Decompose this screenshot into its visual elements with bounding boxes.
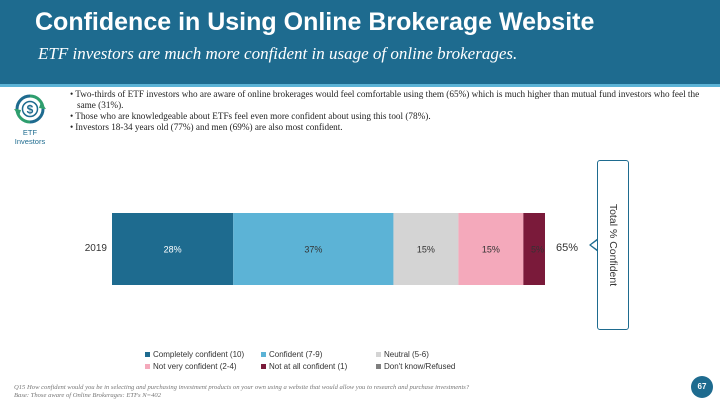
bar-segments: 28% 37% 15% 15% 5% bbox=[112, 213, 545, 285]
legend-swatch bbox=[261, 364, 266, 370]
total-confident-value: 65% bbox=[556, 242, 578, 254]
footnote: Q15 How confident would you be in select… bbox=[14, 384, 614, 400]
page-subtitle: ETF investors are much more confident in… bbox=[38, 44, 518, 63]
footnote-base: Base: Those aware of Online Brokerages: … bbox=[14, 392, 161, 399]
bar-data-label-2: 15% bbox=[417, 245, 435, 255]
legend-swatch bbox=[145, 364, 150, 370]
finding-bullet: Investors 18-34 years old (77%) and men … bbox=[70, 122, 710, 133]
legend-swatch bbox=[261, 352, 266, 358]
bar-segment-4 bbox=[523, 213, 545, 285]
total-callout-arrow-inner bbox=[591, 240, 598, 250]
total-confident-callout: Total % Confident bbox=[597, 160, 629, 330]
header-bar: Confidence in Using Online Brokerage Web… bbox=[0, 0, 720, 84]
bar-segment-0 bbox=[112, 213, 234, 285]
page-number-badge: 67 bbox=[691, 376, 713, 398]
legend-item-neutral: Neutral (5-6) bbox=[376, 350, 429, 359]
footnote-question: Q15 How confident would you be in select… bbox=[14, 384, 470, 391]
dollar-cycle-icon: $ bbox=[14, 94, 46, 124]
bar-segment-1 bbox=[233, 213, 394, 285]
legend-swatch bbox=[376, 364, 381, 370]
legend-swatch bbox=[376, 352, 381, 358]
bar-data-label-3: 15% bbox=[482, 245, 500, 255]
legend-item-dont-know: Don't know/Refused bbox=[376, 362, 455, 371]
legend-item-completely-confident: Completely confident (10) bbox=[145, 350, 244, 359]
header-stripe bbox=[0, 84, 720, 87]
legend-item-not-at-all-confident: Not at all confident (1) bbox=[261, 362, 347, 371]
page-title: Confidence in Using Online Brokerage Web… bbox=[35, 8, 595, 36]
legend-swatch bbox=[145, 352, 150, 358]
persona-label: ETF Investors bbox=[14, 128, 46, 146]
bar-segment-3 bbox=[458, 213, 524, 285]
legend-item-confident: Confident (7-9) bbox=[261, 350, 322, 359]
bar-segment-2 bbox=[393, 213, 459, 285]
bar-data-label-1: 37% bbox=[304, 245, 322, 255]
legend-item-not-very-confident: Not very confident (2-4) bbox=[145, 362, 237, 371]
key-findings-list: Two-thirds of ETF investors who are awar… bbox=[70, 89, 710, 133]
finding-bullet: Two-thirds of ETF investors who are awar… bbox=[70, 89, 710, 111]
persona-block: $ ETF Investors bbox=[8, 92, 52, 146]
total-confident-axis-label: Total % Confident bbox=[607, 203, 619, 287]
bar-data-label-0: 28% bbox=[164, 245, 182, 255]
category-label-2019: 2019 bbox=[85, 243, 108, 254]
finding-bullet: Those who are knowledgeable about ETFs f… bbox=[70, 111, 710, 122]
bar-data-label-4: 5% bbox=[531, 245, 544, 255]
svg-text:$: $ bbox=[27, 103, 34, 117]
